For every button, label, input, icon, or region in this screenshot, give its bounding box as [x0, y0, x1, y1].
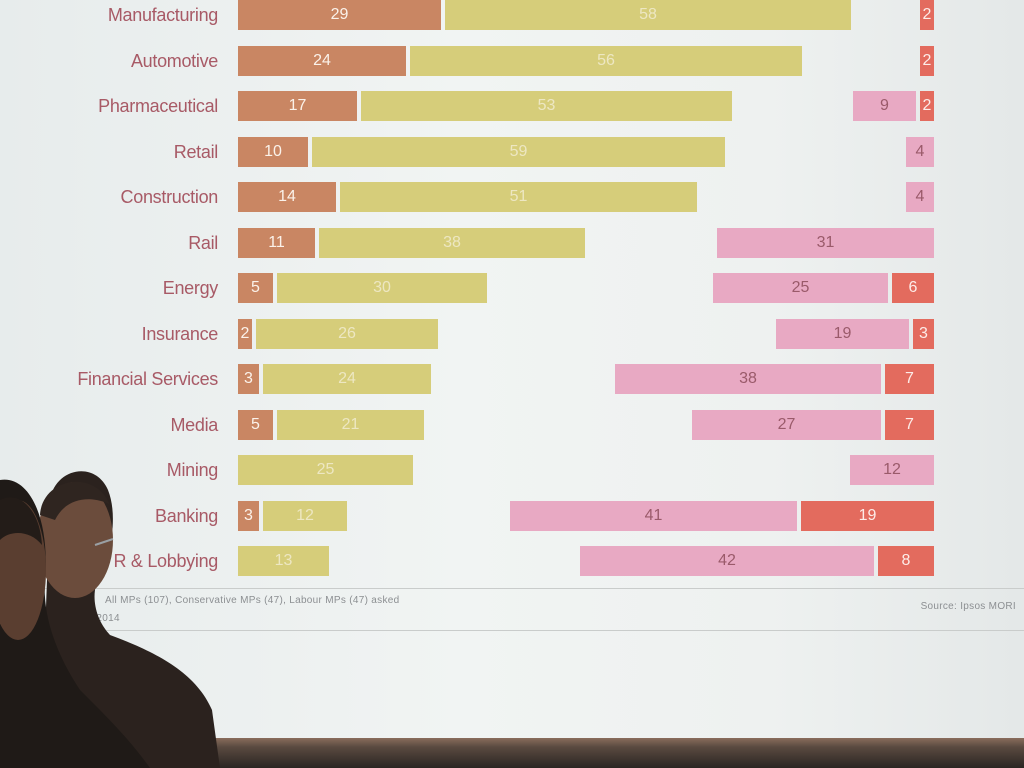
bar-neutral: 58: [445, 0, 851, 30]
category-label: Manufacturing: [107, 5, 218, 25]
bar-very-unfavourable: 7: [885, 410, 934, 440]
category-label: Retail: [173, 142, 219, 162]
bar-unfavourable: 41: [510, 501, 797, 531]
bar-very-unfavourable: 2: [920, 91, 934, 121]
bar-favourable: 3: [238, 501, 259, 531]
category-label: Energy: [162, 278, 219, 298]
category-label: Banking: [155, 506, 218, 526]
bar-neutral: 24: [263, 364, 431, 394]
bar-unfavourable: 31: [717, 228, 934, 258]
bar-neutral: 21: [277, 410, 424, 440]
bar-very-unfavourable: 8: [878, 546, 934, 576]
bar-favourable: 24: [238, 46, 406, 76]
bar-favourable: 3: [238, 364, 259, 394]
bar-unfavourable: 4: [906, 137, 934, 167]
source-note: Source: Ipsos MORI: [920, 601, 1016, 612]
bar-neutral: 13: [238, 546, 329, 576]
category-label: Mining: [166, 460, 219, 480]
category-label: Insurance: [141, 324, 219, 344]
logo-mark-icon: ✓: [112, 680, 124, 696]
bar-favourable: 17: [238, 91, 357, 121]
bar-favourable: 2: [238, 319, 252, 349]
bar-unfavourable: 25: [713, 273, 888, 303]
bar-neutral: 30: [277, 273, 487, 303]
bar-neutral: 38: [319, 228, 585, 258]
footer-divider-bottom: [40, 630, 1024, 631]
category-label: Automotive: [130, 51, 218, 71]
screen-frame: [0, 738, 1024, 768]
bar-unfavourable: 9: [853, 91, 916, 121]
bar-neutral: 56: [410, 46, 802, 76]
category-label: R & Lobbying: [113, 551, 219, 571]
category-label: Construction: [120, 187, 219, 207]
category-label: Rail: [188, 233, 218, 253]
bar-unfavourable: 12: [850, 455, 934, 485]
date-note: ber 2014: [78, 613, 120, 624]
bar-unfavourable: 19: [776, 319, 909, 349]
bar-very-unfavourable: 6: [892, 273, 934, 303]
bar-favourable: 11: [238, 228, 315, 258]
bar-very-unfavourable: 3: [913, 319, 934, 349]
category-label: Financial Services: [77, 369, 218, 389]
base-note: All MPs (107), Conservative MPs (47), La…: [105, 595, 400, 606]
bar-very-unfavourable: 7: [885, 364, 934, 394]
bar-very-unfavourable: 2: [920, 0, 934, 30]
bar-favourable: 5: [238, 410, 273, 440]
bar-neutral: 59: [312, 137, 725, 167]
bar-neutral: 25: [238, 455, 413, 485]
bar-unfavourable: 4: [906, 182, 934, 212]
bar-unfavourable: 27: [692, 410, 881, 440]
bar-favourable: 29: [238, 0, 441, 30]
category-label: Pharmaceutical: [98, 96, 218, 116]
bar-neutral: 53: [361, 91, 732, 121]
projector-screen: Manufacturing 29 58 2 Automotive 24 56 2 Pharmac…: [0, 0, 1024, 738]
logo: MORI: [128, 674, 183, 696]
bar-very-unfavourable: 2: [920, 46, 934, 76]
category-label: Media: [170, 415, 218, 435]
footer-divider-top: [40, 588, 1024, 589]
bar-neutral: 12: [263, 501, 347, 531]
bar-neutral: 26: [256, 319, 438, 349]
bar-favourable: 5: [238, 273, 273, 303]
bar-very-unfavourable: 19: [801, 501, 934, 531]
bar-favourable: 10: [238, 137, 308, 167]
bar-unfavourable: 38: [615, 364, 881, 394]
bar-favourable: 14: [238, 182, 336, 212]
bar-neutral: 51: [340, 182, 697, 212]
bar-unfavourable: 42: [580, 546, 874, 576]
